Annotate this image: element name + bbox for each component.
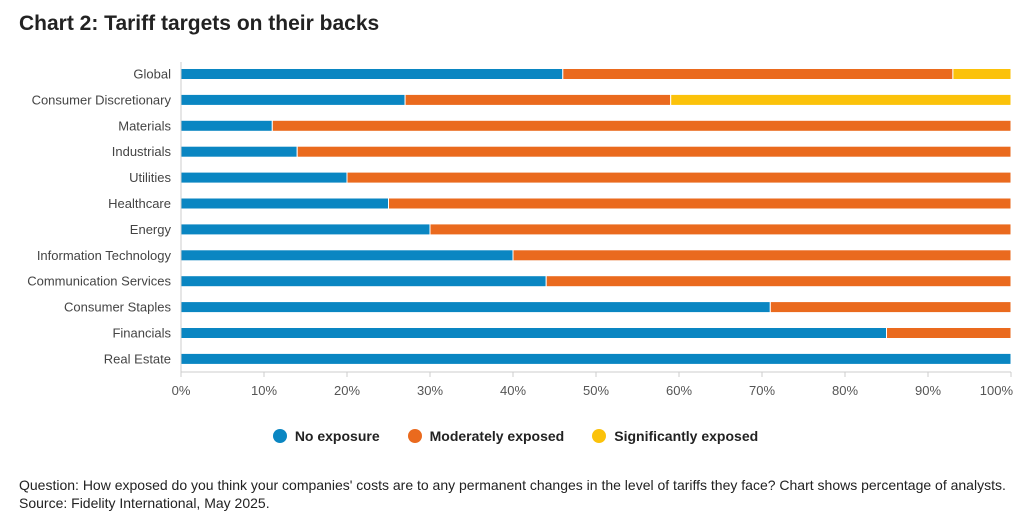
- bar-segment-real-estate-no-exposure[interactable]: [180, 352, 1012, 365]
- bar-segment-communication-services-no-exposure[interactable]: [180, 275, 547, 288]
- x-tick-label: 30%: [417, 383, 443, 398]
- bar-segment-materials-no-exposure[interactable]: [180, 119, 273, 132]
- legend-swatch-moderately-exposed: [407, 429, 422, 443]
- chart-title: Chart 2: Tariff targets on their backs: [19, 12, 380, 35]
- legend-item-significantly-exposed[interactable]: Significantly exposed: [592, 428, 758, 444]
- x-tick-label: 100%: [980, 383, 1014, 398]
- bar-segment-industrials-moderately-exposed[interactable]: [296, 145, 1012, 158]
- category-label-energy: Energy: [130, 222, 172, 237]
- category-label-real-estate: Real Estate: [104, 351, 171, 366]
- category-label-financials: Financials: [112, 326, 171, 341]
- bar-segment-global-moderately-exposed[interactable]: [562, 68, 954, 80]
- legend-swatch-no-exposure: [272, 429, 287, 443]
- legend: No exposure Moderately exposed Significa…: [0, 428, 1031, 444]
- x-tick-label: 20%: [334, 383, 360, 398]
- bar-segment-healthcare-moderately-exposed[interactable]: [388, 197, 1012, 210]
- bar-segment-healthcare-no-exposure[interactable]: [180, 197, 389, 210]
- x-tick-label: 70%: [749, 383, 775, 398]
- category-label-utilities: Utilities: [129, 170, 171, 185]
- bar-segment-industrials-no-exposure[interactable]: [180, 145, 298, 158]
- x-tick-label: 40%: [500, 383, 526, 398]
- category-label-communication-services: Communication Services: [27, 274, 171, 289]
- legend-item-no-exposure[interactable]: No exposure: [272, 428, 380, 444]
- category-label-consumer-discretionary: Consumer Discretionary: [32, 92, 172, 107]
- x-tick-label: 80%: [832, 383, 858, 398]
- bar-segment-consumer-discretionary-significantly-exposed[interactable]: [670, 93, 1012, 106]
- bar-segment-utilities-no-exposure[interactable]: [180, 171, 348, 184]
- legend-item-moderately-exposed[interactable]: Moderately exposed: [407, 428, 565, 444]
- bar-segment-global-no-exposure[interactable]: [180, 68, 564, 80]
- x-tick-label: 50%: [583, 383, 609, 398]
- category-label-information-technology: Information Technology: [37, 248, 172, 263]
- legend-label: Significantly exposed: [614, 428, 759, 444]
- x-tick-label: 0%: [172, 383, 191, 398]
- stacked-bar-chart: Global Consumer Discretionary Materials Ind…: [27, 62, 1014, 398]
- bar-segment-materials-moderately-exposed[interactable]: [271, 119, 1012, 132]
- x-tick-label: 60%: [666, 383, 692, 398]
- bar-segment-energy-no-exposure[interactable]: [180, 223, 431, 236]
- category-label-consumer-staples: Consumer Staples: [64, 300, 171, 315]
- category-label-industrials: Industrials: [112, 144, 172, 159]
- bar-segment-communication-services-moderately-exposed[interactable]: [545, 275, 1012, 288]
- bar-segment-global-significantly-exposed[interactable]: [952, 68, 1012, 80]
- x-tick-label: 90%: [915, 383, 941, 398]
- footnote: Question: How exposed do you think your …: [19, 477, 1006, 511]
- legend-swatch-significantly-exposed: [592, 429, 607, 443]
- legend-label: No exposure: [294, 428, 380, 444]
- x-tick-label: 10%: [251, 383, 277, 398]
- bar-segment-consumer-staples-moderately-exposed[interactable]: [769, 301, 1012, 314]
- category-label-healthcare: Healthcare: [108, 196, 171, 211]
- category-label-materials: Materials: [118, 118, 171, 133]
- bar-segment-energy-moderately-exposed[interactable]: [429, 223, 1012, 236]
- bar-segment-consumer-staples-no-exposure[interactable]: [180, 301, 771, 314]
- bar-segment-information-technology-moderately-exposed[interactable]: [512, 249, 1012, 262]
- legend-label: Moderately exposed: [429, 428, 565, 444]
- category-label-global: Global: [133, 67, 171, 82]
- bar-segment-utilities-moderately-exposed[interactable]: [346, 171, 1012, 184]
- bar-segment-consumer-discretionary-no-exposure[interactable]: [180, 93, 406, 106]
- bar-segment-consumer-discretionary-moderately-exposed[interactable]: [404, 93, 672, 106]
- bar-segment-financials-moderately-exposed[interactable]: [886, 327, 1012, 339]
- bar-segment-financials-no-exposure[interactable]: [180, 327, 887, 339]
- bar-segment-information-technology-no-exposure[interactable]: [180, 249, 514, 262]
